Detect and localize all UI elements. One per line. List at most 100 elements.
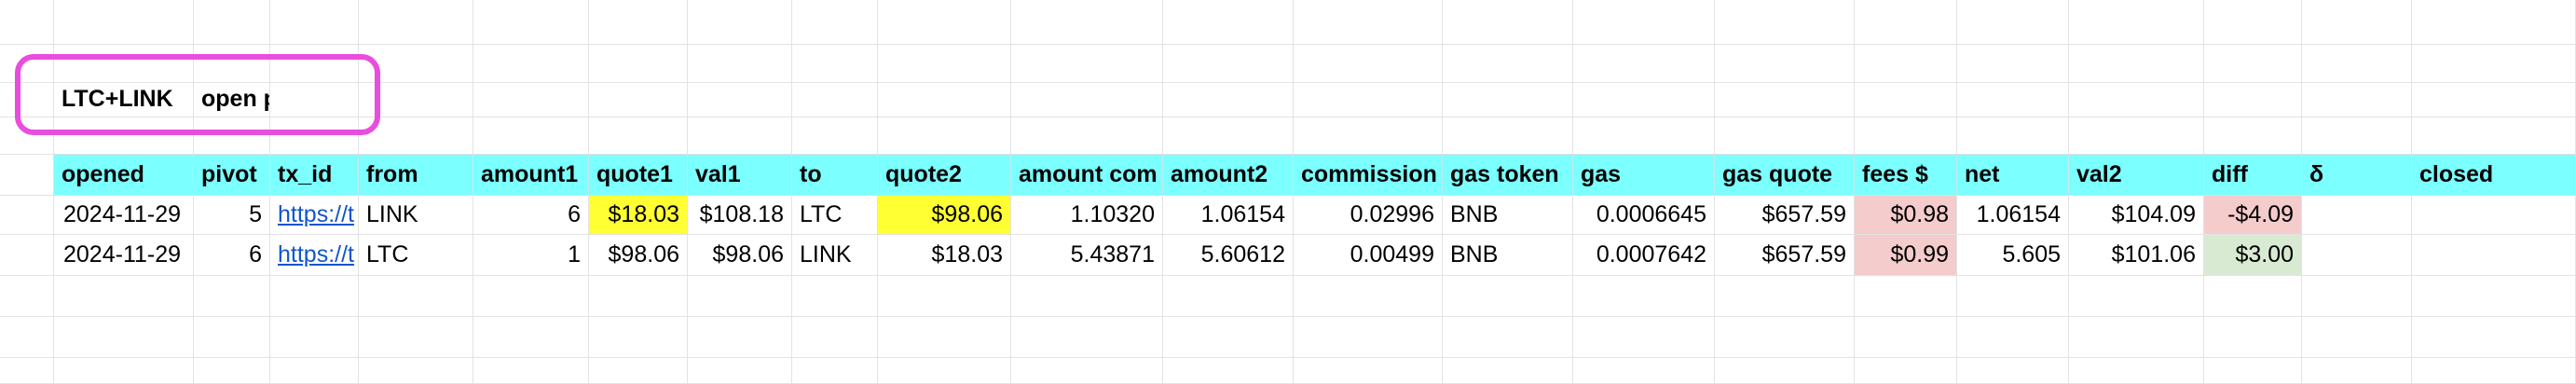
column-header-commission[interactable]: commission xyxy=(1294,155,1443,196)
grid-cell[interactable] xyxy=(688,0,792,45)
grid-cell[interactable] xyxy=(473,0,589,45)
grid-cell[interactable] xyxy=(1957,117,2069,155)
grid-cell[interactable] xyxy=(1294,0,1443,45)
grid-cell[interactable] xyxy=(878,0,1011,45)
grid-cell[interactable] xyxy=(1957,0,2069,45)
table-cell[interactable]: 0.00499 xyxy=(1294,235,1443,276)
grid-cell[interactable] xyxy=(270,0,359,45)
grid-cell[interactable] xyxy=(589,117,688,155)
table-cell[interactable]: $108.18 xyxy=(688,196,792,235)
grid-cell[interactable] xyxy=(0,83,54,117)
grid-cell[interactable] xyxy=(1294,317,1443,358)
table-cell[interactable]: 6 xyxy=(194,235,270,276)
grid-cell[interactable] xyxy=(2412,276,2576,317)
column-header-val1[interactable]: val1 xyxy=(688,155,792,196)
grid-cell[interactable] xyxy=(1163,0,1294,45)
grid-cell[interactable] xyxy=(1011,83,1163,117)
grid-cell[interactable] xyxy=(2412,317,2576,358)
table-cell[interactable]: $18.03 xyxy=(589,196,688,235)
table-cell[interactable]: 6 xyxy=(473,196,589,235)
grid-cell[interactable] xyxy=(194,0,270,45)
grid-cell[interactable] xyxy=(0,317,54,358)
table-cell[interactable]: 1 xyxy=(473,235,589,276)
column-header-diff[interactable]: diff xyxy=(2204,155,2302,196)
column-header-pivot[interactable]: pivot xyxy=(194,155,270,196)
grid-cell[interactable] xyxy=(688,317,792,358)
column-header-quote1[interactable]: quote1 xyxy=(589,155,688,196)
column-header-amount2[interactable]: amount2 xyxy=(1163,155,1294,196)
column-header-fees-[interactable]: fees $ xyxy=(1855,155,1957,196)
grid-cell[interactable] xyxy=(2069,317,2204,358)
grid-cell[interactable] xyxy=(2412,45,2576,83)
grid-cell[interactable] xyxy=(1163,317,1294,358)
table-cell[interactable] xyxy=(2412,235,2576,276)
grid-cell[interactable] xyxy=(0,117,54,155)
grid-cell[interactable] xyxy=(1715,358,1855,384)
label-pair-cell[interactable]: LTC+LINK xyxy=(54,83,194,117)
grid-cell[interactable] xyxy=(270,83,359,117)
grid-cell[interactable] xyxy=(1715,83,1855,117)
grid-cell[interactable] xyxy=(270,317,359,358)
grid-cell[interactable] xyxy=(194,45,270,83)
table-cell[interactable]: 1.06154 xyxy=(1163,196,1294,235)
grid-cell[interactable] xyxy=(1011,317,1163,358)
grid-cell[interactable] xyxy=(1855,276,1957,317)
table-cell[interactable] xyxy=(2412,196,2576,235)
grid-cell[interactable] xyxy=(270,276,359,317)
tx-link[interactable]: https://t xyxy=(270,235,359,276)
grid-cell[interactable] xyxy=(54,117,194,155)
table-cell[interactable] xyxy=(2302,196,2412,235)
table-cell[interactable]: LINK xyxy=(359,196,473,235)
grid-cell[interactable] xyxy=(2204,317,2302,358)
grid-cell[interactable] xyxy=(2204,45,2302,83)
grid-cell[interactable] xyxy=(688,358,792,384)
grid-cell[interactable] xyxy=(359,276,473,317)
grid-cell[interactable] xyxy=(589,0,688,45)
grid-cell[interactable] xyxy=(473,45,589,83)
grid-cell[interactable] xyxy=(359,358,473,384)
grid-cell[interactable] xyxy=(270,45,359,83)
grid-cell[interactable] xyxy=(878,276,1011,317)
grid-cell[interactable] xyxy=(1573,83,1715,117)
grid-cell[interactable] xyxy=(2302,358,2412,384)
column-header-val2[interactable]: val2 xyxy=(2069,155,2204,196)
grid-cell[interactable] xyxy=(1855,45,1957,83)
table-cell[interactable]: $18.03 xyxy=(878,235,1011,276)
grid-cell[interactable] xyxy=(688,276,792,317)
grid-cell[interactable] xyxy=(0,358,54,384)
grid-cell[interactable] xyxy=(2302,117,2412,155)
table-cell[interactable]: 1.06154 xyxy=(1957,196,2069,235)
grid-cell[interactable] xyxy=(194,317,270,358)
table-cell[interactable]: -$4.09 xyxy=(2204,196,2302,235)
grid-cell[interactable] xyxy=(359,317,473,358)
grid-cell[interactable] xyxy=(878,45,1011,83)
grid-cell[interactable] xyxy=(1443,358,1573,384)
table-cell[interactable]: BNB xyxy=(1443,235,1573,276)
column-header-gas-token[interactable]: gas token xyxy=(1443,155,1573,196)
grid-cell[interactable] xyxy=(1715,0,1855,45)
grid-cell[interactable] xyxy=(54,0,194,45)
grid-cell[interactable] xyxy=(54,317,194,358)
table-cell[interactable] xyxy=(2302,235,2412,276)
grid-cell[interactable] xyxy=(1443,0,1573,45)
grid-cell[interactable] xyxy=(589,45,688,83)
tx-link[interactable]: https://t xyxy=(270,196,359,235)
grid-cell[interactable] xyxy=(1443,45,1573,83)
grid-cell[interactable] xyxy=(2302,276,2412,317)
grid-cell[interactable] xyxy=(1163,117,1294,155)
grid-cell[interactable] xyxy=(2069,358,2204,384)
grid-cell[interactable] xyxy=(1957,83,2069,117)
grid-cell[interactable] xyxy=(2069,83,2204,117)
grid-cell[interactable] xyxy=(473,117,589,155)
table-cell[interactable]: $0.98 xyxy=(1855,196,1957,235)
grid-cell[interactable] xyxy=(2204,276,2302,317)
table-cell[interactable]: 5.43871 xyxy=(1011,235,1163,276)
column-header-from[interactable]: from xyxy=(359,155,473,196)
grid-cell[interactable] xyxy=(688,45,792,83)
column-header-to[interactable]: to xyxy=(792,155,878,196)
grid-cell[interactable] xyxy=(1855,358,1957,384)
grid-cell[interactable] xyxy=(2412,358,2576,384)
table-cell[interactable]: LTC xyxy=(359,235,473,276)
column-header-quote2[interactable]: quote2 xyxy=(878,155,1011,196)
grid-cell[interactable] xyxy=(1163,276,1294,317)
